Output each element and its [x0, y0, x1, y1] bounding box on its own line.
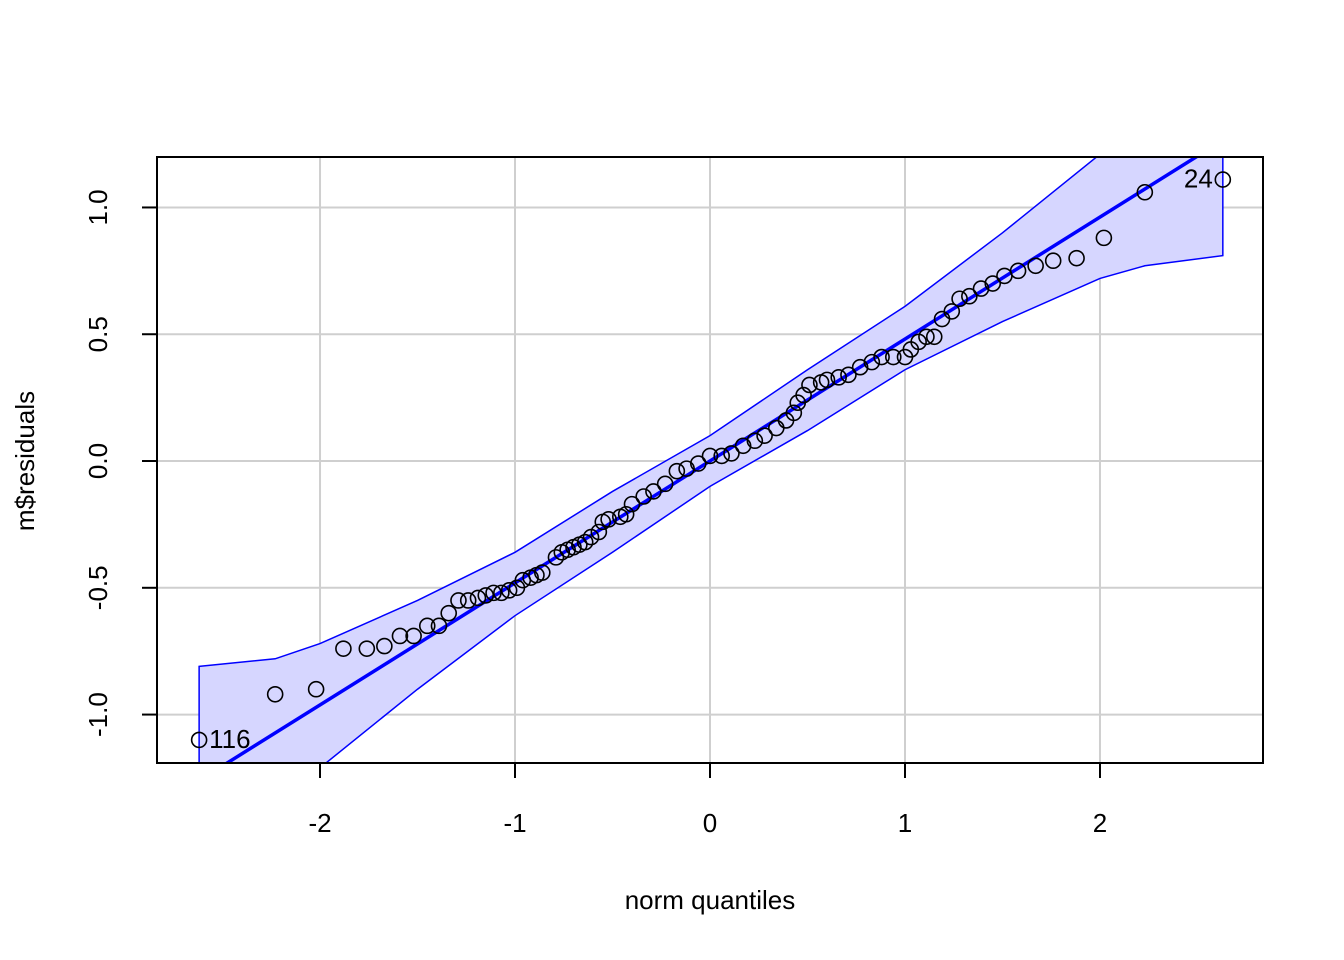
x-axis-label: norm quantiles: [625, 885, 796, 915]
point: [756, 427, 773, 444]
point: [734, 437, 752, 455]
point: [656, 475, 674, 493]
point: [617, 505, 635, 523]
point: [450, 592, 467, 609]
point: [391, 627, 409, 645]
point: [801, 376, 818, 394]
point: [690, 455, 707, 472]
point: [645, 483, 662, 500]
point: [376, 637, 393, 655]
point: [547, 549, 565, 566]
reference-line: [223, 157, 1200, 763]
point: [918, 328, 935, 346]
point: [534, 564, 551, 581]
point-label: 116: [209, 724, 250, 754]
point: [746, 432, 764, 450]
point: [485, 584, 502, 602]
point: [723, 445, 740, 462]
point: [493, 584, 510, 602]
point: [1027, 257, 1044, 275]
plot-area: [190, 157, 1232, 763]
point: [713, 447, 730, 465]
point: [1214, 171, 1232, 188]
point: [459, 592, 477, 609]
point: [951, 290, 968, 308]
point: [590, 523, 608, 541]
point: [1009, 262, 1027, 280]
point: [623, 495, 641, 513]
point: [635, 488, 653, 505]
x-tick-label: 0: [703, 808, 717, 838]
point: [678, 460, 695, 477]
point: [440, 604, 458, 622]
point: [335, 640, 352, 657]
point: [961, 287, 978, 305]
point: [795, 386, 812, 404]
point: [358, 640, 376, 657]
point: [884, 348, 902, 366]
point: [405, 627, 422, 645]
y-tick-label: -1.0: [83, 692, 113, 737]
point: [266, 685, 284, 703]
point: [600, 511, 617, 528]
point: [840, 366, 857, 384]
point: [430, 617, 448, 635]
point: [863, 353, 881, 371]
x-tick-label: -2: [308, 808, 331, 838]
point: [873, 348, 890, 366]
point: [477, 587, 495, 604]
x-tick-label: 1: [898, 808, 912, 838]
y-tick-label: 0.0: [83, 443, 113, 479]
point: [925, 328, 943, 346]
point: [851, 358, 869, 376]
point: [818, 371, 836, 389]
y-tick-label: 0.5: [83, 316, 113, 352]
point: [972, 280, 990, 297]
point: [307, 680, 325, 698]
point: [943, 303, 961, 320]
point: [984, 275, 1002, 292]
point: [701, 447, 719, 465]
point: [418, 617, 436, 635]
point: [576, 533, 594, 551]
point: [190, 731, 208, 749]
y-tick-label: 1.0: [83, 189, 113, 225]
y-axis-label: m$residuals: [10, 391, 40, 531]
point: [830, 369, 847, 386]
point: [500, 582, 518, 599]
point: [785, 404, 803, 422]
point: [1095, 229, 1113, 247]
x-tick-label: 2: [1093, 808, 1107, 838]
point-label: 24: [1184, 163, 1213, 193]
y-tick-label: -0.5: [83, 565, 113, 610]
point: [1068, 249, 1085, 267]
axes: -2 -1 0 1 2 -1.0 -0.5 0.0 0.5 1.0: [83, 189, 1107, 837]
point: [1136, 183, 1154, 201]
point: [1044, 252, 1062, 270]
point: [469, 589, 487, 607]
x-tick-label: -1: [503, 808, 526, 838]
point: [668, 462, 686, 480]
